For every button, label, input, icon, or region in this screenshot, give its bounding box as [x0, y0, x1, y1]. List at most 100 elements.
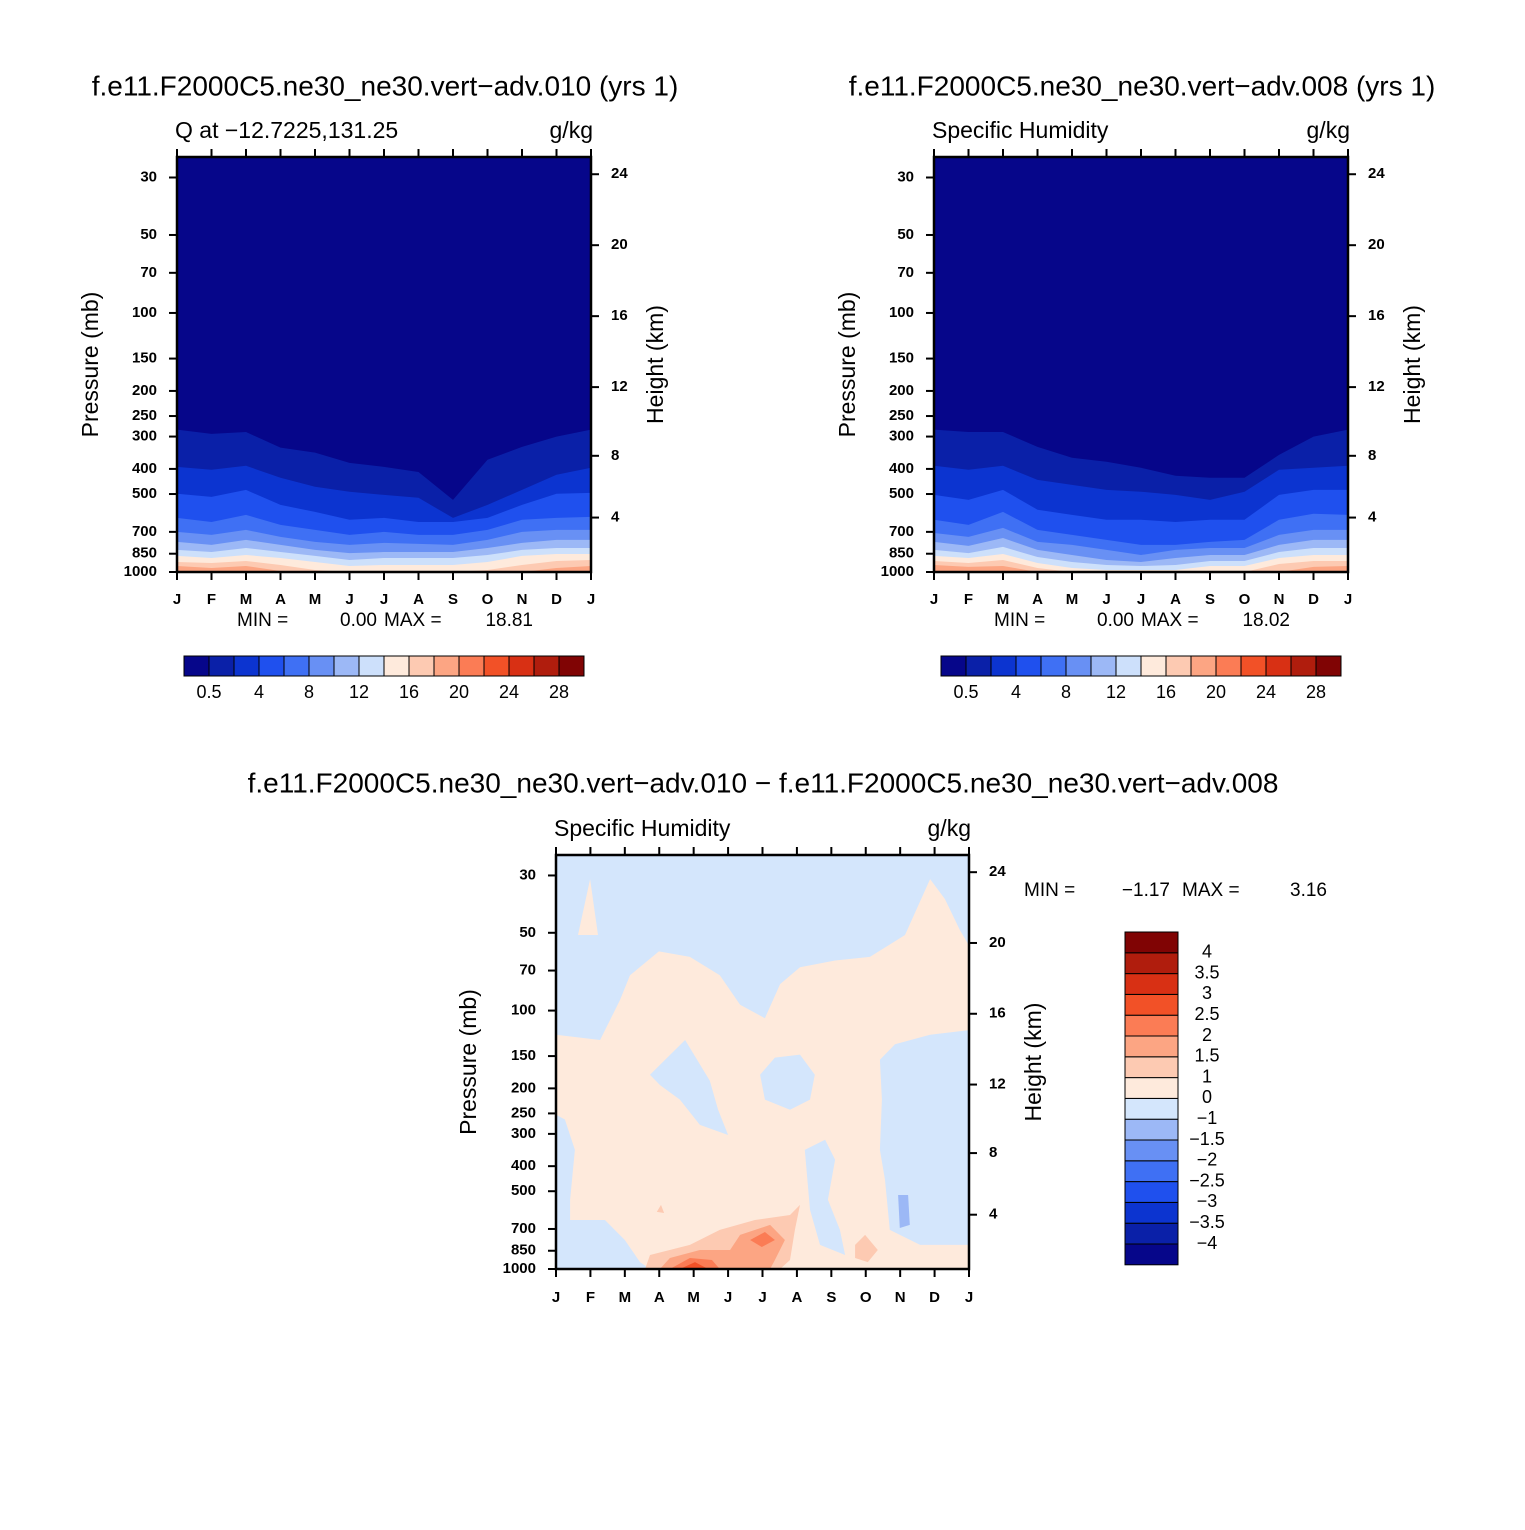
colorbar-label: 16 [1156, 682, 1176, 702]
left-title: Q at −12.7225,131.25 [175, 117, 398, 143]
y-tick-label: 700 [132, 523, 157, 540]
y2-tick-label: 12 [1368, 378, 1385, 395]
y2-tick-label: 12 [989, 1076, 1006, 1093]
y-axis-label: Pressure (mb) [77, 292, 103, 438]
y-tick-label: 50 [519, 924, 536, 941]
right-title: g/kg [550, 117, 593, 143]
colorbar-label: 3.5 [1194, 962, 1219, 982]
y2-tick-label: 4 [1368, 509, 1377, 526]
colorbar-label: 4 [1011, 682, 1021, 702]
colorbar-box [1165, 655, 1192, 677]
y-tick-label: 850 [132, 545, 157, 562]
max-label: MAX = [1141, 610, 1199, 631]
y2-tick-label: 24 [989, 863, 1006, 880]
colorbar-label: 2.5 [1194, 1004, 1219, 1024]
x-tick-label: J [1344, 591, 1352, 608]
y2-tick-label: 8 [989, 1144, 997, 1161]
colorbar-label: 24 [499, 682, 519, 702]
chart-title: f.e11.F2000C5.ne30_ne30.vert−adv.010 (yr… [92, 70, 679, 101]
y-tick-label: 70 [140, 264, 157, 281]
contour-fill [650, 1040, 729, 1135]
x-tick-label: M [309, 591, 322, 608]
x-tick-label: O [482, 591, 494, 608]
y-tick-label: 50 [897, 226, 914, 243]
colorbar-label: 12 [1106, 682, 1126, 702]
colorbar-box [458, 655, 485, 677]
x-tick-label: D [1308, 591, 1319, 608]
x-tick-label: J [173, 591, 181, 608]
colorbar-box [1124, 952, 1179, 975]
x-tick-label: J [587, 591, 595, 608]
contour-fill [750, 1232, 775, 1247]
colorbar-box [483, 655, 510, 677]
colorbar-box [1124, 973, 1179, 995]
colorbar-box [333, 655, 360, 677]
y-tick-label: 30 [140, 168, 157, 185]
colorbar-box [1124, 1118, 1179, 1141]
colorbar-label: −3 [1197, 1191, 1218, 1211]
y-tick-label: 500 [889, 485, 914, 502]
contour-fill [760, 1054, 815, 1110]
x-tick-label: A [1032, 591, 1043, 608]
y-tick-label: 50 [140, 226, 157, 243]
colorbar-box [1124, 1222, 1179, 1245]
y-tick-label: 300 [132, 428, 157, 445]
colorbar-label: −3.5 [1189, 1212, 1225, 1232]
y2-axis-label: Height (km) [1399, 305, 1425, 424]
y2-tick-label: 24 [611, 165, 628, 182]
contour-fill [659, 1224, 785, 1269]
colorbar-box [433, 655, 460, 677]
max-value: 3.16 [1290, 880, 1327, 901]
colorbar-label: −1 [1197, 1108, 1218, 1128]
y2-axis-label: Height (km) [1020, 1003, 1046, 1122]
y-tick-label: 500 [511, 1182, 536, 1199]
x-tick-label: M [240, 591, 253, 608]
x-tick-label: D [551, 591, 562, 608]
y-tick-label: 150 [889, 350, 914, 367]
colorbar-label: 8 [1061, 682, 1071, 702]
colorbar-label: −4 [1197, 1233, 1218, 1253]
y-tick-label: 1000 [124, 563, 157, 580]
chart-title: f.e11.F2000C5.ne30_ne30.vert−adv.010 − f… [248, 767, 1279, 798]
colorbar-box [358, 655, 385, 677]
contour-fill [679, 1262, 709, 1269]
min-label: MIN = [237, 610, 288, 631]
colorbar-box [990, 655, 1017, 677]
y-tick-label: 400 [511, 1157, 536, 1174]
right-title: g/kg [1307, 117, 1350, 143]
min-label: MIN = [1024, 880, 1075, 901]
y-tick-label: 70 [897, 264, 914, 281]
y-tick-label: 30 [897, 168, 914, 185]
y-tick-label: 150 [132, 350, 157, 367]
x-tick-label: A [654, 1289, 665, 1306]
colorbar-label: 4 [1202, 942, 1212, 962]
y-tick-label: 850 [511, 1242, 536, 1259]
contour-fill [656, 1204, 665, 1213]
y2-tick-label: 4 [989, 1206, 998, 1223]
colorbar-box [1124, 1097, 1179, 1120]
colorbar-label: 20 [1206, 682, 1226, 702]
colorbar-box [1124, 1243, 1179, 1266]
colorbar-box [1190, 655, 1217, 677]
x-tick-label: M [687, 1289, 700, 1306]
x-tick-label: A [275, 591, 286, 608]
colorbar-box [1124, 1014, 1179, 1037]
contour-fill [898, 1195, 910, 1228]
y-tick-label: 250 [511, 1104, 536, 1121]
y-tick-label: 500 [132, 485, 157, 502]
colorbar-box [1115, 655, 1142, 677]
colorbar-label: 20 [449, 682, 469, 702]
y2-tick-label: 16 [1368, 307, 1385, 324]
y-tick-label: 250 [132, 407, 157, 424]
colorbar-box [1124, 1035, 1179, 1058]
colorbar-label: 1.5 [1194, 1046, 1219, 1066]
colorbar-box [1124, 1201, 1179, 1224]
colorbar-box [1215, 655, 1242, 677]
colorbar-box [1315, 655, 1342, 677]
min-value: 0.00 [1097, 610, 1134, 631]
colorbar-label: 0.5 [953, 682, 978, 702]
colorbar-box [1124, 1181, 1179, 1203]
y-tick-label: 100 [889, 304, 914, 321]
